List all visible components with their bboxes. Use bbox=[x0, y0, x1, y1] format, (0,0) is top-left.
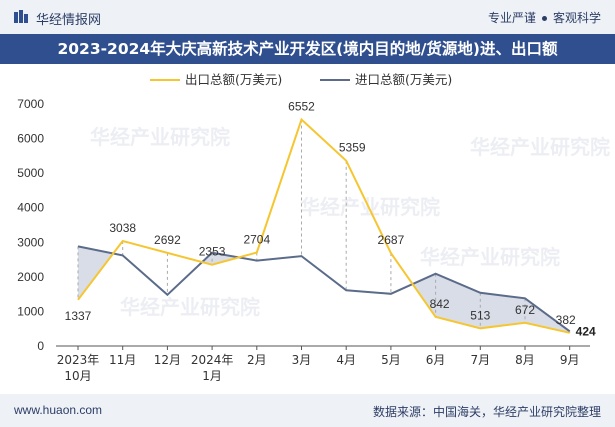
gap-area-0 bbox=[78, 246, 114, 300]
watermark-1: 华经产业研究院 bbox=[300, 195, 440, 219]
site-url: www.huaon.com bbox=[14, 403, 103, 417]
x-tick-label-4: 2月 bbox=[247, 353, 267, 367]
slogan-right: 客观科学 bbox=[552, 11, 601, 25]
x-tick-label-2: 12月 bbox=[154, 353, 181, 367]
watermark-3: 华经产业研究院 bbox=[120, 295, 260, 319]
slogan: 专业严谨 客观科学 bbox=[488, 9, 601, 26]
export-data-label-1: 3038 bbox=[109, 221, 136, 235]
chart-title: 2023-2024年大庆高新技术产业开发区(境内目的地/货源地)进、出口额 bbox=[57, 40, 558, 58]
x-tick-label-11: 9月 bbox=[560, 353, 580, 367]
x-tick-label-5: 3月 bbox=[292, 353, 312, 367]
export-data-label-6: 5359 bbox=[339, 141, 366, 155]
export-data-label-11: 382 bbox=[556, 313, 576, 327]
brand-name: 华经情报网 bbox=[36, 13, 102, 28]
watermark-4: 华经产业研究院 bbox=[470, 135, 610, 159]
y-tick-label-2: 2000 bbox=[17, 270, 44, 284]
dot-icon bbox=[541, 16, 547, 21]
x-tick-label-1: 11月 bbox=[109, 353, 136, 367]
export-data-label-4: 2704 bbox=[243, 233, 270, 247]
x-tick-label-3: 2024年 bbox=[191, 353, 234, 367]
gap-area-3 bbox=[412, 273, 436, 317]
y-tick-label-4: 4000 bbox=[17, 201, 44, 215]
slogan-left: 专业严谨 bbox=[487, 11, 536, 25]
top-bar: 华经情报网 专业严谨 客观科学 bbox=[0, 0, 615, 34]
x-tick-label-0: 2023年 bbox=[57, 353, 100, 367]
y-tick-label-7: 7000 bbox=[17, 97, 44, 111]
legend-export-label: 出口总额(万美元) bbox=[185, 72, 282, 87]
x-tick-label-8: 6月 bbox=[426, 353, 446, 367]
export-data-label-8: 842 bbox=[430, 297, 450, 311]
x-tick-label-0-b: 10月 bbox=[64, 369, 91, 383]
y-tick-label-5: 5000 bbox=[17, 166, 44, 180]
gap-area-2 bbox=[212, 252, 239, 265]
y-tick-label-1: 1000 bbox=[17, 304, 44, 318]
import-data-label-11: 424 bbox=[576, 324, 596, 338]
y-tick-label-3: 3000 bbox=[17, 235, 44, 249]
legend-import-label: 进口总额(万美元) bbox=[355, 72, 452, 87]
gap-area-4 bbox=[435, 273, 481, 329]
y-tick-label-6: 6000 bbox=[17, 132, 44, 146]
x-tick-label-9: 7月 bbox=[470, 353, 490, 367]
import-series-line bbox=[77, 245, 571, 333]
x-tick-label-6: 4月 bbox=[336, 353, 356, 367]
watermark-0: 华经产业研究院 bbox=[90, 125, 230, 149]
export-data-label-0: 1337 bbox=[65, 309, 92, 323]
export-data-label-10: 672 bbox=[515, 303, 535, 317]
watermark-2: 华经产业研究院 bbox=[420, 245, 560, 269]
export-series-line bbox=[77, 117, 570, 334]
x-tick-label-3-b: 1月 bbox=[202, 369, 222, 383]
x-tick-label-7: 5月 bbox=[381, 353, 401, 367]
y-tick-label-0: 0 bbox=[37, 339, 44, 353]
data-source: 数据来源：中国海关，华经产业研究院整理 bbox=[372, 405, 601, 419]
export-data-label-7: 2687 bbox=[378, 233, 405, 247]
footer-bar: www.huaon.com 数据来源：中国海关，华经产业研究院整理 bbox=[0, 394, 615, 427]
export-data-label-9: 513 bbox=[470, 308, 490, 322]
export-data-label-3: 2353 bbox=[199, 245, 226, 259]
logo-icon bbox=[14, 10, 28, 23]
title-bar: 2023-2024年大庆高新技术产业开发区(境内目的地/货源地)进、出口额 bbox=[0, 34, 615, 64]
line-chart: 华经产业研究院华经产业研究院华经产业研究院华经产业研究院华经产业研究院01000… bbox=[17, 72, 610, 383]
x-tick-label-10: 8月 bbox=[515, 353, 535, 367]
gap-area-5 bbox=[480, 292, 525, 329]
export-data-label-2: 2692 bbox=[154, 233, 181, 247]
export-data-label-5: 6552 bbox=[288, 99, 315, 113]
